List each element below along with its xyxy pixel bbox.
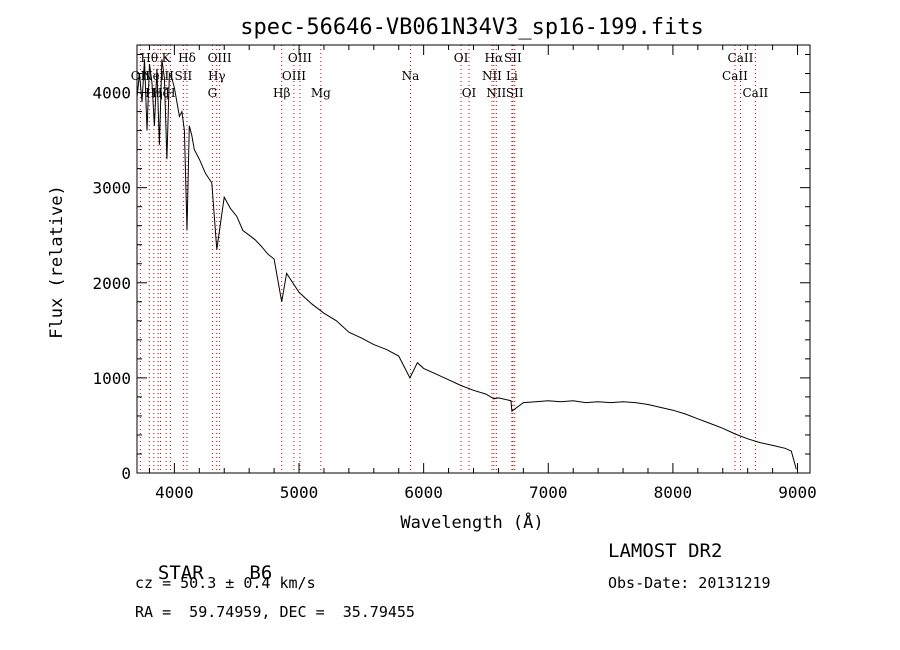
line-label: NII bbox=[486, 86, 506, 100]
y-tick-label: 0 bbox=[121, 464, 131, 483]
line-label: G bbox=[208, 86, 218, 100]
line-label: Mg bbox=[311, 86, 331, 100]
x-tick-label: 6000 bbox=[404, 483, 443, 502]
line-label: SII bbox=[175, 69, 193, 83]
axis-ticks bbox=[137, 45, 810, 474]
x-tick-label: 9000 bbox=[778, 483, 817, 502]
plot-frame bbox=[136, 44, 811, 474]
line-label: SII bbox=[504, 51, 522, 65]
x-tick-label: 4000 bbox=[155, 483, 194, 502]
redshift-text: cz = 50.3 ± 0.4 km/s bbox=[135, 574, 316, 592]
object-class: STAR B6 bbox=[135, 540, 272, 584]
y-tick-label: 4000 bbox=[92, 84, 131, 103]
line-label: OI bbox=[454, 51, 469, 65]
line-label: CaII bbox=[722, 69, 748, 83]
y-tick-label: 1000 bbox=[92, 369, 131, 388]
object-subclass: B6 bbox=[249, 562, 273, 584]
line-label: Hγ bbox=[208, 69, 226, 83]
y-tick-labels: 0 1000 2000 3000 4000 bbox=[92, 84, 131, 483]
x-tick-label: 5000 bbox=[280, 483, 319, 502]
line-label: K bbox=[162, 51, 172, 65]
chart-title: spec-56646-VB061N34V3_sp16-199.fits bbox=[240, 15, 704, 40]
y-tick-label: 2000 bbox=[92, 274, 131, 293]
line-label: Hδ bbox=[178, 51, 196, 65]
line-label: Na bbox=[402, 69, 420, 83]
x-axis-label: Wavelength (Å) bbox=[400, 511, 543, 533]
line-label: OIII bbox=[282, 69, 306, 83]
spectrum-line bbox=[136, 59, 797, 470]
line-label: Li bbox=[506, 69, 518, 83]
line-label: CaII bbox=[728, 51, 754, 65]
line-label: OIII bbox=[288, 51, 312, 65]
coordinates: RA = 59.74959, DEC = 35.79455 bbox=[135, 603, 415, 621]
line-label: NII bbox=[482, 69, 502, 83]
line-label: H bbox=[165, 86, 175, 100]
obs-date: Obs-Date: 20131219 bbox=[608, 574, 771, 592]
line-label: SII bbox=[506, 86, 524, 100]
line-label: OI bbox=[462, 86, 477, 100]
line-label: Hθ bbox=[140, 51, 158, 65]
line-label: Hα bbox=[485, 51, 504, 65]
object-class-text: STAR bbox=[157, 562, 204, 584]
x-tick-label: 8000 bbox=[654, 483, 693, 502]
line-label: OIII bbox=[208, 51, 232, 65]
y-axis-label: Flux (relative) bbox=[47, 185, 67, 339]
line-label: CaII bbox=[742, 86, 768, 100]
line-label: Hβ bbox=[273, 86, 290, 100]
survey-name: LAMOST DR2 bbox=[608, 540, 723, 562]
y-tick-label: 3000 bbox=[92, 179, 131, 198]
x-tick-label: 7000 bbox=[529, 483, 568, 502]
x-tick-labels: 4000 5000 6000 7000 8000 9000 bbox=[155, 483, 817, 502]
emission-line-markers bbox=[139, 45, 756, 473]
